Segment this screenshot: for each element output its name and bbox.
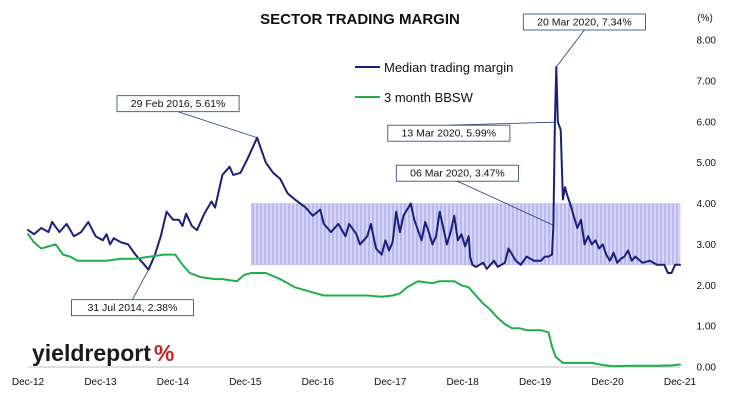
- x-tick-label: Dec-16: [302, 377, 335, 388]
- legend-label-bbsw: 3 month BBSW: [384, 90, 474, 105]
- y-tick-label: 8.00: [697, 36, 717, 47]
- x-tick-label: Dec-15: [229, 377, 262, 388]
- logo-percent-mark: %: [154, 340, 174, 366]
- x-tick-label: Dec-13: [84, 377, 117, 388]
- annotation-leader-line: [448, 121, 555, 126]
- y-tick-label: 0.00: [697, 363, 717, 374]
- x-tick-label: Dec-19: [519, 377, 552, 388]
- y-tick-label: 3.00: [697, 240, 717, 251]
- y-tick-label: 6.00: [697, 117, 717, 128]
- y-unit-label: (%): [697, 13, 713, 24]
- logo-text: yieldreport: [32, 340, 151, 366]
- y-tick-label: 1.00: [697, 322, 717, 333]
- logo-wordmark: yieldreport%: [32, 340, 174, 366]
- annotation-box: [387, 124, 511, 142]
- x-tick-label: Dec-14: [157, 377, 190, 388]
- annotation-label: 06 Mar 2020, 3.47%: [410, 168, 505, 180]
- shaded-range-band: [251, 203, 681, 266]
- annotation-box: [71, 299, 194, 317]
- x-tick-label: Dec-18: [447, 377, 480, 388]
- annotation-box: [116, 95, 240, 113]
- x-tick-label: Dec-21: [664, 377, 697, 388]
- y-tick-label: 7.00: [697, 76, 717, 87]
- legend-label-median: Median trading margin: [384, 60, 513, 75]
- annotation-label: 29 Feb 2016, 5.61%: [131, 98, 226, 110]
- annotation-leader-line: [132, 269, 149, 300]
- median-trading-margin-line: [27, 66, 681, 274]
- annotation-label: 13 Mar 2020, 5.99%: [402, 128, 497, 140]
- annotation-label: 20 Mar 2020, 7.34%: [537, 17, 632, 29]
- y-tick-label: 5.00: [697, 158, 717, 169]
- y-tick-label: 2.00: [697, 281, 717, 292]
- annotation-box: [395, 164, 519, 182]
- yieldreport-logo: yieldreport%: [32, 340, 174, 366]
- x-tick-label: Dec-20: [591, 377, 624, 388]
- bbsw-3-month-line: [27, 233, 681, 368]
- annotation-leader-line: [555, 29, 585, 68]
- annotation-label: 31 Jul 2014, 2.38%: [87, 302, 177, 314]
- x-tick-label: Dec-12: [12, 377, 45, 388]
- annotation-leader-line: [457, 180, 554, 226]
- annotation-leader-line: [177, 111, 258, 139]
- y-tick-label: 4.00: [697, 199, 717, 210]
- annotation-box: [522, 13, 646, 31]
- plot-area: 0.00 1.00 2.00 3.00 4.00 5.00 6.00 7.00 8.00 Dec-…: [12, 13, 717, 388]
- x-tick-label: Dec-17: [374, 377, 407, 388]
- chart-title: SECTOR TRADING MARGIN: [260, 11, 460, 28]
- legend: Median trading margin 3 month BBSW: [355, 60, 513, 105]
